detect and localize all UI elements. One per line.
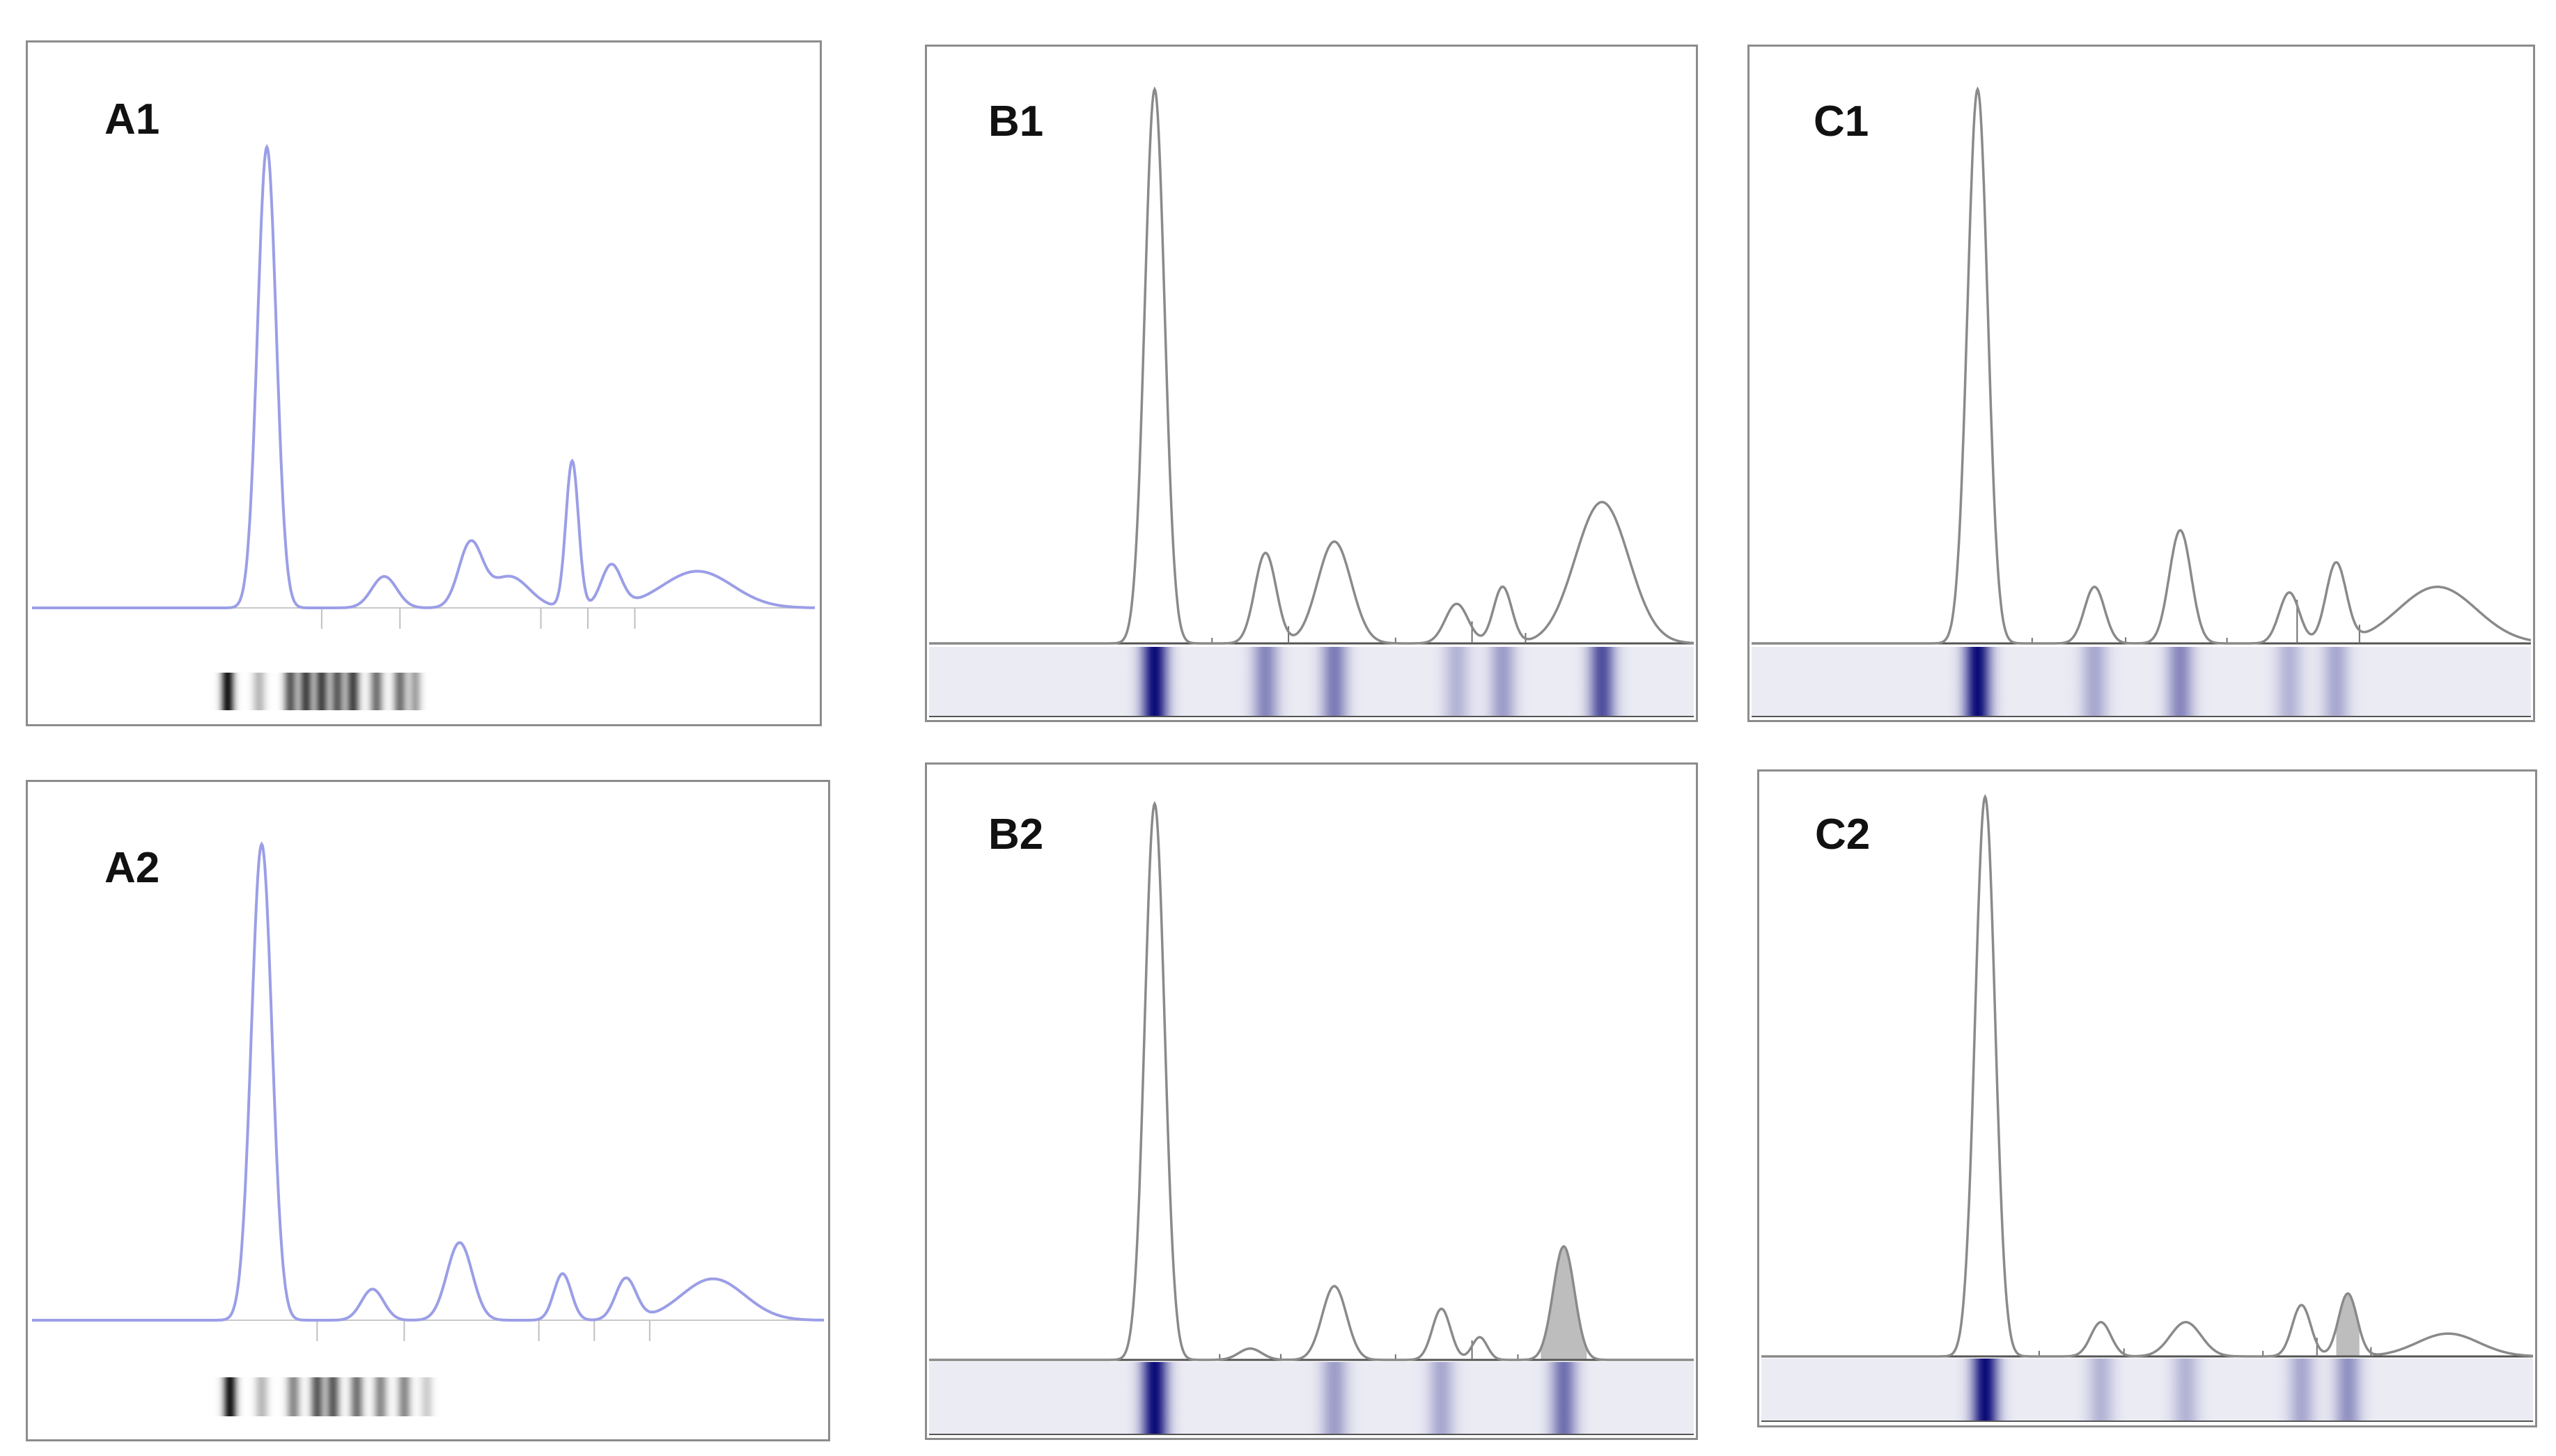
densitometry-trace <box>929 801 1694 1361</box>
densitometry-trace <box>929 86 1694 645</box>
chart-b2 <box>929 801 1694 1435</box>
panel-label-c2: C2 <box>1815 811 1871 859</box>
chart-a2 <box>32 841 824 1416</box>
chart-c2 <box>1761 794 2534 1422</box>
panel-a1: A1 <box>26 40 822 726</box>
densitometry-trace <box>32 143 815 609</box>
gel-lane-strip <box>929 1362 1694 1434</box>
gel-lane-strip <box>1761 1359 2533 1421</box>
panel-label-a1: A1 <box>104 95 160 143</box>
panel-label-a2: A2 <box>104 844 160 892</box>
shaded-peak-area <box>1541 1246 1587 1360</box>
shaded-peak-area <box>2336 1293 2360 1356</box>
densitometry-trace <box>1752 86 2532 645</box>
chart-a1 <box>32 143 815 710</box>
densitometry-trace <box>1761 794 2534 1358</box>
densitometry-trace <box>32 841 824 1322</box>
panel-label-b1: B1 <box>988 97 1044 146</box>
panel-c1: C1 <box>1747 45 2535 722</box>
chart-b1 <box>929 86 1694 717</box>
panel-a2: A2 <box>26 780 830 1441</box>
panel-b1: B1 <box>925 45 1698 722</box>
panel-c2: C2 <box>1757 769 2537 1427</box>
gel-lane-strip <box>929 647 1694 717</box>
gel-lane-strip <box>174 1377 444 1416</box>
panel-label-c1: C1 <box>1814 97 1869 146</box>
gel-lane-strip <box>173 673 439 710</box>
gel-lane-strip <box>1752 647 2531 717</box>
chart-c1 <box>1752 86 2532 717</box>
panel-label-b2: B2 <box>988 811 1044 859</box>
panel-b2: B2 <box>925 762 1698 1440</box>
